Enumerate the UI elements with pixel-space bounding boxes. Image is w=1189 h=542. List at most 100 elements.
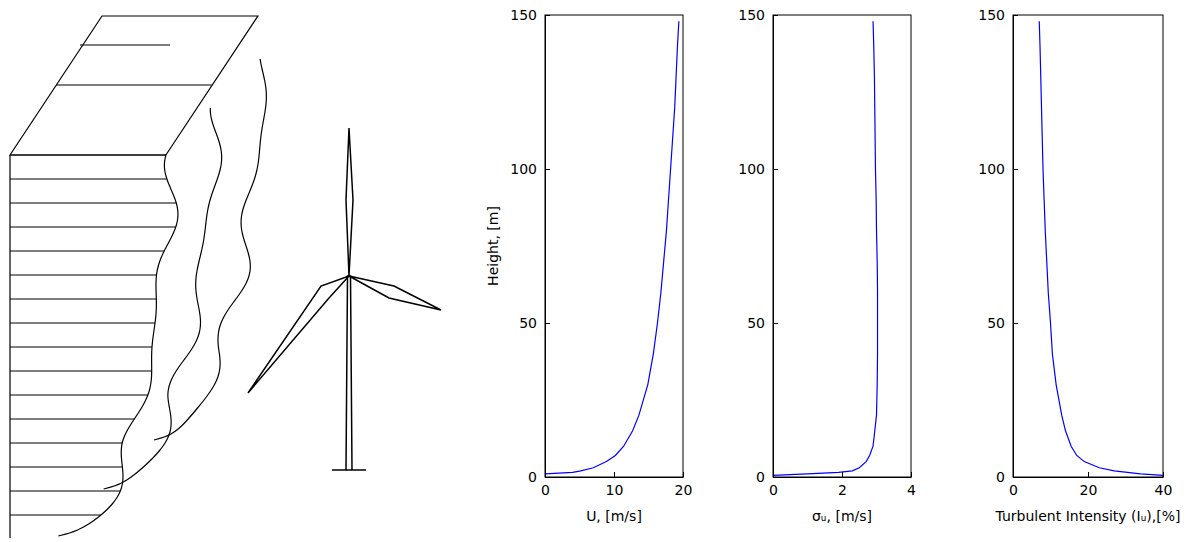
profile-line (10, 442, 122, 443)
y-axis-line (545, 16, 546, 478)
profile-line (10, 322, 155, 323)
x-axis-line (1014, 477, 1164, 478)
y-tick-mark (1013, 477, 1018, 478)
x-tick-label: 0 (1009, 482, 1018, 498)
x-tick-mark (1088, 472, 1089, 477)
plot-frame (773, 15, 911, 477)
x-tick-label: 40 (1155, 482, 1173, 498)
x-tick-label: 20 (675, 482, 693, 498)
data-line (773, 21, 878, 475)
profile-edge (9, 155, 10, 538)
y-tick-mark (773, 169, 778, 170)
y-tick-mark (545, 323, 550, 324)
profile-top-line (56, 84, 212, 85)
y-tick-mark (773, 477, 778, 478)
y-tick: 100 (510, 161, 550, 177)
blade (349, 276, 441, 310)
y-tick-label: 100 (738, 161, 765, 177)
y-axis: 0 50 100 150 (978, 7, 1018, 485)
data-line (545, 21, 679, 474)
y-axis: 0 50 100 150 (510, 7, 550, 485)
profile-line (10, 490, 120, 491)
figure: 01020050100150U, [m/s]Height, [m]0240501… (0, 0, 1189, 542)
panel: 0 20 40 0 50 100 150 Turbulent Intensity (Iᵤ),[… (978, 7, 1180, 524)
y-tick-label: 150 (738, 7, 765, 23)
x-axis: 0 20 40 (1009, 472, 1172, 498)
profile-line (10, 202, 176, 203)
y-tick-label: 0 (528, 469, 537, 485)
profile-line (10, 466, 122, 467)
y-tick: 0 (996, 469, 1018, 485)
x-tick-mark (911, 472, 912, 477)
panel: 01020050100150U, [m/s]Height, [m] (485, 7, 692, 524)
y-tick: 100 (978, 161, 1018, 177)
x-tick-label: 0 (769, 482, 778, 498)
x-axis: 01020 (541, 472, 692, 498)
y-tick-mark (545, 169, 550, 170)
profile-line (10, 178, 167, 179)
x-tick: 10 (606, 472, 624, 498)
y-tick-mark (545, 15, 550, 16)
x-tick-label: 20 (1080, 482, 1098, 498)
x-tick: 20 (675, 472, 693, 498)
x-axis-title: σᵤ, [m/s] (812, 508, 872, 524)
y-tick-mark (773, 15, 778, 16)
x-tick: 4 (907, 472, 916, 498)
plot-frame (1013, 15, 1163, 477)
y-tick-mark (773, 323, 778, 324)
profile-line (10, 226, 176, 227)
blade (248, 276, 349, 393)
x-tick-mark (614, 472, 615, 477)
y-axis-line (773, 16, 774, 478)
y-tick: 100 (738, 161, 778, 177)
y-tick: 150 (978, 7, 1018, 23)
y-tick-mark (1013, 15, 1018, 16)
y-tick: 50 (747, 315, 778, 331)
x-tick-label: 2 (838, 482, 847, 498)
y-tick-label: 50 (519, 315, 537, 331)
profile-line (10, 274, 156, 275)
x-axis-line (774, 477, 912, 478)
x-axis-title: Turbulent Intensity (Iᵤ),[%] (995, 508, 1181, 524)
x-axis-title: U, [m/s] (586, 508, 642, 524)
x-axis: 0 2 4 (769, 472, 916, 498)
y-tick-label: 100 (978, 161, 1005, 177)
y-tick-mark (1013, 169, 1018, 170)
data-line (1039, 21, 1163, 475)
panel: 0 2 4 0 50 100 150 σᵤ, [m/s] (738, 7, 916, 524)
tower (346, 276, 352, 470)
profile-line (10, 394, 148, 395)
wind-profile-illustration (10, 16, 266, 538)
y-axis-line (1013, 16, 1014, 478)
x-tick: 2 (838, 472, 847, 498)
y-tick-label: 50 (747, 315, 765, 331)
plot-area (1039, 21, 1163, 475)
x-tick: 40 (1155, 472, 1173, 498)
profile-top (10, 16, 258, 155)
y-tick: 150 (510, 7, 550, 23)
y-tick-label: 0 (756, 469, 765, 485)
plot-area (773, 21, 878, 475)
plot-frame (545, 15, 683, 477)
profile-line (10, 418, 134, 419)
plot-area (545, 21, 679, 474)
y-tick: 150 (738, 7, 778, 23)
y-tick-label: 150 (978, 7, 1005, 23)
tower-base (332, 469, 366, 471)
profile-line (10, 514, 101, 515)
profile-top-line (80, 44, 170, 45)
y-tick: 0 (756, 469, 778, 485)
y-tick-mark (545, 477, 550, 478)
x-tick-mark (842, 472, 843, 477)
profile-line (10, 298, 156, 299)
y-tick-label: 0 (996, 469, 1005, 485)
y-tick-label: 100 (510, 161, 537, 177)
y-tick: 50 (987, 315, 1018, 331)
y-tick-label: 50 (987, 315, 1005, 331)
x-tick-mark (1163, 472, 1164, 477)
x-tick: 20 (1080, 472, 1098, 498)
x-tick-mark (683, 472, 684, 477)
profile-line (10, 250, 164, 251)
x-tick-label: 4 (907, 482, 916, 498)
x-axis-line (546, 477, 684, 478)
